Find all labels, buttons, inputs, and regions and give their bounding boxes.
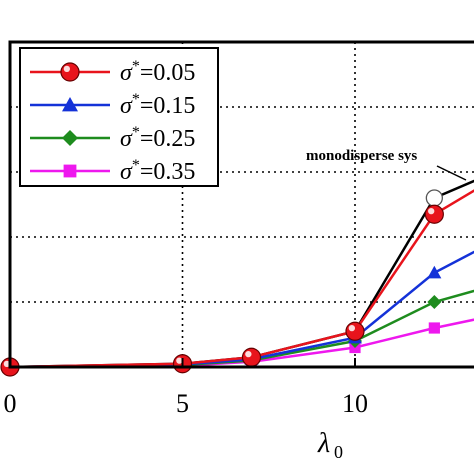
diamond-marker [427, 295, 442, 309]
series-markers [0, 189, 444, 377]
annotation-text: monodisperse sys [306, 148, 417, 164]
x-tick-label: 10 [342, 389, 368, 418]
triangle-marker [62, 97, 78, 112]
legend-item: σ*=0.15 [30, 91, 195, 119]
legend-label: σ*=0.15 [120, 91, 195, 119]
marker-highlight [245, 350, 252, 358]
x-axis-label: λ [317, 428, 330, 459]
circle-marker [345, 321, 365, 341]
annotation: monodisperse sys [306, 148, 467, 181]
x-tick-label: 5 [176, 389, 189, 418]
marker-highlight [176, 357, 183, 364]
square-marker [428, 322, 440, 334]
plot-frame [8, 40, 474, 369]
x-axis-label-subscript: 0 [334, 442, 343, 462]
marker-highlight [63, 65, 70, 72]
legend-item: σ*=0.25 [30, 124, 195, 152]
square-marker [63, 164, 77, 178]
legend-item: σ*=0.05 [30, 58, 195, 86]
legend-item: σ*=0.35 [30, 157, 195, 185]
series-lines [9, 179, 474, 369]
marker-highlight [428, 207, 435, 215]
triangle-marker [427, 265, 442, 279]
annotation-arrow [436, 165, 467, 181]
marker-highlight [348, 324, 355, 332]
x-ticks: 0 5 10 [4, 358, 368, 418]
circle-marker [60, 62, 80, 82]
series-line [9, 189, 474, 369]
legend-label: σ*=0.25 [120, 124, 195, 152]
circle-marker [241, 347, 262, 367]
legend-label: σ*=0.05 [120, 58, 195, 86]
series-line [9, 179, 474, 369]
series-line [9, 250, 474, 369]
open-circle-marker [425, 189, 444, 207]
x-tick-label: 0 [4, 389, 17, 418]
diamond-marker [62, 130, 78, 146]
circle-marker [424, 204, 444, 224]
legend: σ*=0.05 σ*=0.15 σ*=0.25 σ*=0.35 [19, 47, 219, 187]
series-line [9, 289, 474, 369]
marker-highlight [3, 360, 10, 367]
legend-label: σ*=0.35 [120, 157, 195, 185]
